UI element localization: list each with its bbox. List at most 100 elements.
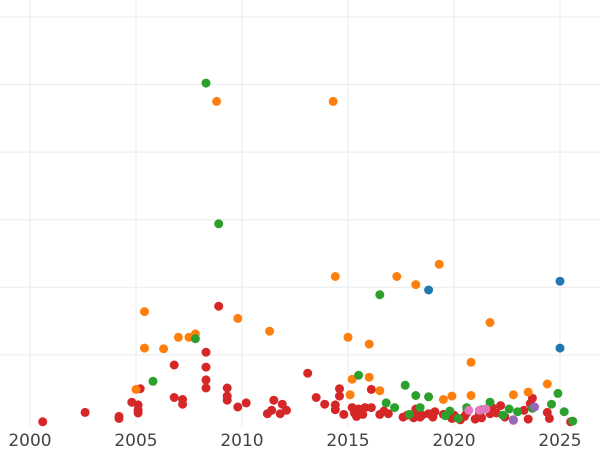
data-point (201, 362, 211, 372)
data-point (201, 78, 211, 88)
data-point (214, 219, 224, 229)
data-point (438, 395, 448, 404)
data-point (383, 409, 393, 419)
data-point (38, 417, 48, 427)
data-point (159, 344, 169, 354)
data-point (233, 402, 243, 412)
data-point (347, 374, 357, 384)
data-point (496, 401, 506, 411)
data-point (424, 392, 434, 402)
data-point (434, 259, 444, 269)
data-point (201, 375, 211, 385)
data-point (339, 409, 349, 419)
data-point (568, 416, 578, 426)
data-point (405, 409, 414, 419)
data-point (354, 370, 364, 380)
data-point (335, 384, 344, 394)
x-axis-ticks: 2000 2005 2010 2015 2020 2025 (8, 431, 581, 450)
data-point (311, 393, 321, 402)
data-point (481, 404, 491, 414)
x-tick-label: 2010 (220, 431, 263, 450)
data-point (547, 399, 556, 409)
data-point (140, 343, 149, 353)
data-point (466, 357, 476, 367)
data-point (241, 398, 251, 408)
x-tick-label: 2025 (538, 431, 581, 450)
data-point (508, 390, 518, 400)
x-tick-label: 2015 (326, 431, 369, 450)
data-point (513, 407, 523, 417)
data-point (390, 403, 400, 413)
data-point (201, 383, 211, 393)
data-points (38, 78, 578, 427)
data-point (148, 376, 158, 386)
data-point (114, 411, 124, 421)
data-point (169, 393, 179, 402)
data-point (498, 410, 508, 420)
data-point (375, 386, 385, 396)
data-point (364, 339, 374, 349)
data-point (430, 407, 440, 417)
data-point (214, 301, 224, 311)
data-point (381, 398, 391, 408)
data-point (80, 407, 90, 417)
data-point (178, 395, 188, 404)
x-tick-label: 2000 (8, 431, 51, 450)
data-point (523, 387, 533, 397)
data-point (360, 403, 370, 413)
y-gridlines (0, 16, 600, 356)
data-point (173, 332, 183, 342)
x-tick-label: 2005 (114, 431, 157, 450)
data-point (364, 372, 374, 382)
data-point (445, 406, 455, 416)
data-point (222, 391, 232, 401)
data-point (553, 388, 563, 398)
data-point (411, 391, 421, 400)
data-point (415, 403, 425, 413)
data-point (366, 403, 376, 413)
data-point (485, 397, 495, 407)
data-point (169, 360, 179, 370)
data-point (201, 347, 211, 357)
data-point (464, 405, 474, 415)
data-point (265, 326, 275, 336)
data-point (523, 414, 533, 424)
data-point (140, 307, 149, 317)
data-point (559, 407, 569, 417)
data-point (320, 399, 330, 409)
data-point (330, 272, 340, 281)
data-point (424, 285, 434, 295)
data-point (233, 313, 243, 323)
data-point (328, 96, 338, 106)
data-point (282, 405, 291, 415)
data-point (330, 400, 340, 410)
data-point (222, 383, 232, 393)
data-point (303, 368, 313, 378)
data-point (212, 96, 222, 106)
data-point (400, 380, 410, 390)
data-point (447, 391, 457, 401)
data-point (508, 415, 518, 425)
data-point (358, 409, 368, 419)
data-point (555, 343, 565, 353)
data-point (504, 404, 514, 414)
data-point (485, 318, 495, 327)
data-point (392, 272, 402, 281)
data-point (544, 413, 554, 423)
data-point (133, 400, 143, 410)
data-point (267, 405, 277, 415)
data-point (542, 379, 552, 389)
x-tick-label: 2020 (432, 431, 475, 450)
x-gridlines (29, 0, 561, 427)
data-point (555, 276, 565, 286)
data-point (466, 391, 476, 400)
data-point (411, 280, 421, 290)
data-point (345, 390, 355, 400)
data-point (366, 384, 376, 394)
data-point (375, 290, 385, 300)
data-point (131, 384, 141, 394)
data-point (343, 332, 353, 342)
data-point (530, 402, 540, 412)
